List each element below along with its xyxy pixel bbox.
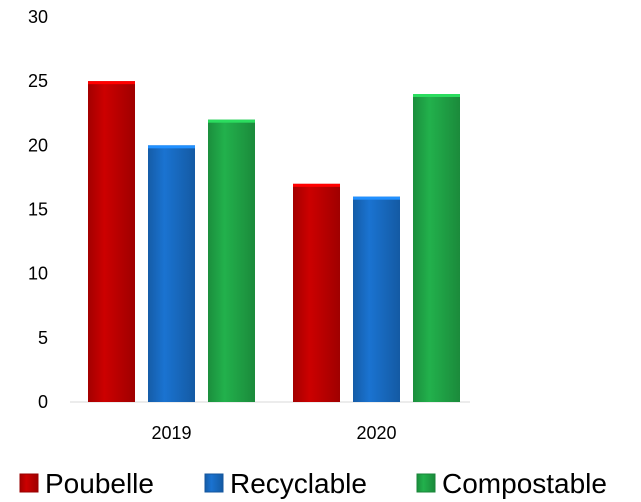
y-tick-label: 0 [38, 392, 48, 412]
y-tick-label: 20 [28, 135, 48, 155]
bar-top-highlight [148, 145, 195, 149]
y-tick-label: 5 [38, 328, 48, 348]
legend-label-poubelle: Poubelle [45, 468, 154, 499]
bar-recyclable-2019 [148, 145, 195, 403]
legend-swatch-recyclable [204, 473, 224, 493]
bars [88, 81, 460, 403]
x-axis: 2019 2020 [151, 423, 396, 443]
bar-top-highlight [88, 81, 135, 85]
bar-top-highlight [293, 183, 340, 187]
y-tick-label: 10 [28, 264, 48, 284]
y-tick-label: 15 [28, 200, 48, 220]
y-tick-label: 30 [28, 7, 48, 27]
x-tick-label: 2019 [151, 423, 191, 443]
legend: Poubelle Recyclable Compostable [19, 468, 607, 499]
bar-compostable-2020 [413, 94, 460, 402]
legend-label-compostable: Compostable [442, 468, 607, 499]
bar-top-highlight [353, 196, 400, 200]
legend-label-recyclable: Recyclable [230, 468, 367, 499]
bar-compostable-2019 [208, 119, 255, 403]
bar-poubelle-2019 [88, 81, 135, 403]
bar-top-highlight [208, 119, 255, 123]
x-tick-label: 2020 [356, 423, 396, 443]
legend-swatch-compostable [416, 473, 436, 493]
bar-top-highlight [413, 94, 460, 97]
y-axis: 0 5 10 15 20 25 30 [28, 7, 48, 412]
legend-swatch-poubelle [19, 473, 39, 493]
y-tick-label: 25 [28, 71, 48, 91]
bar-poubelle-2020 [293, 183, 340, 402]
bar-recyclable-2020 [353, 196, 400, 402]
